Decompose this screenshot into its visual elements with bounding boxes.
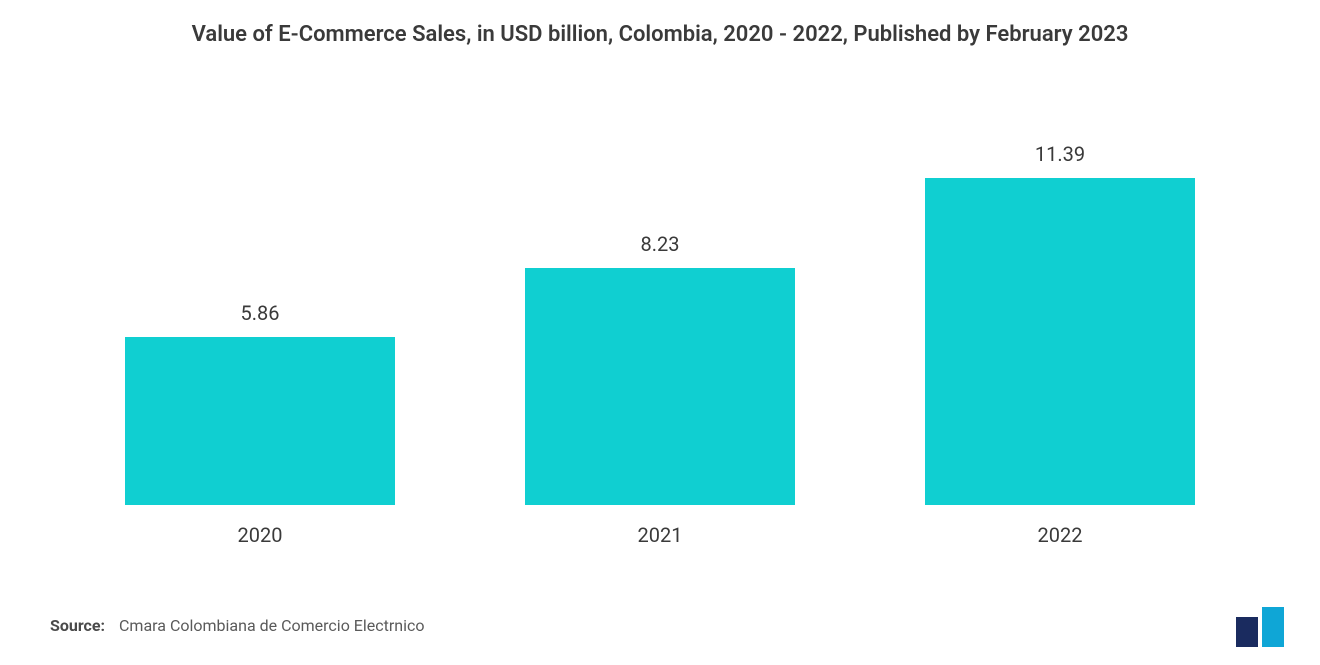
chart-title: Value of E-Commerce Sales, in USD billio… xyxy=(0,0,1320,51)
source-line: Source: Cmara Colombiana de Comercio Ele… xyxy=(50,616,425,635)
x-label: 2022 xyxy=(860,523,1260,547)
bar-column: 5.86 xyxy=(60,301,460,505)
x-axis-labels: 2020 2021 2022 xyxy=(60,523,1260,547)
bar-column: 8.23 xyxy=(460,232,860,505)
bar-2022 xyxy=(925,178,1195,505)
bar-value-label: 11.39 xyxy=(1035,142,1085,166)
source-text: Cmara Colombiana de Comercio Electrnico xyxy=(119,616,425,635)
bar-column: 11.39 xyxy=(860,142,1260,505)
chart-container: Value of E-Commerce Sales, in USD billio… xyxy=(0,0,1320,665)
bar-2021 xyxy=(525,268,795,505)
bar-value-label: 5.86 xyxy=(240,301,279,325)
brand-logo-icon xyxy=(1234,607,1290,647)
bars-group: 5.86 8.23 11.39 xyxy=(60,160,1260,505)
bar-2020 xyxy=(125,337,395,505)
source-label: Source: xyxy=(50,616,105,635)
plot-area: 5.86 8.23 11.39 xyxy=(60,160,1260,505)
bar-value-label: 8.23 xyxy=(640,232,679,256)
x-label: 2020 xyxy=(60,523,460,547)
x-label: 2021 xyxy=(460,523,860,547)
